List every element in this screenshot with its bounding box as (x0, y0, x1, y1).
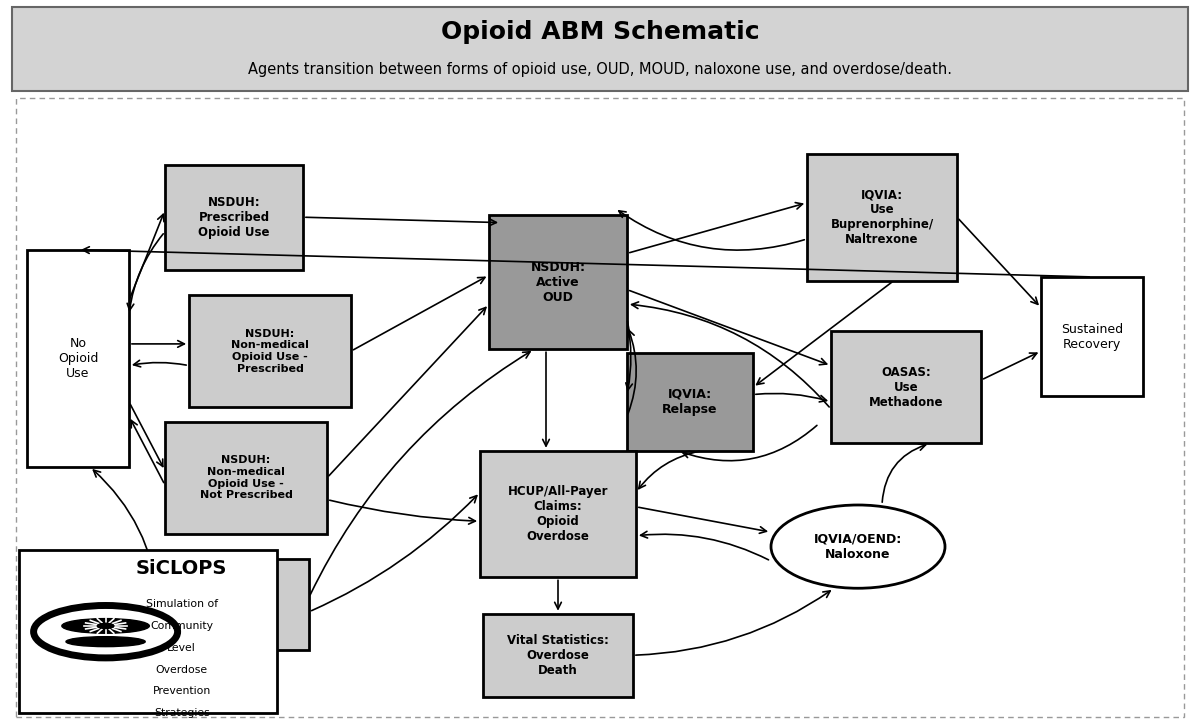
FancyBboxPatch shape (628, 353, 754, 450)
Ellipse shape (62, 618, 149, 634)
Text: Agents transition between forms of opioid use, OUD, MOUD, naloxone use, and over: Agents transition between forms of opioi… (248, 62, 952, 77)
Text: HCUP/All-Payer
Claims:
Opioid
Overdose: HCUP/All-Payer Claims: Opioid Overdose (508, 485, 608, 543)
FancyBboxPatch shape (480, 450, 636, 578)
Text: NSDUH:
Non-medical
Opioid Use -
Not Prescribed: NSDUH: Non-medical Opioid Use - Not Pres… (199, 455, 293, 500)
FancyBboxPatch shape (19, 550, 277, 713)
Text: NSDUH:
Active
OUD: NSDUH: Active OUD (530, 261, 586, 304)
FancyBboxPatch shape (1042, 277, 1142, 397)
Text: Strategies: Strategies (154, 708, 210, 718)
FancyBboxPatch shape (830, 332, 982, 443)
Text: Vital Statistics:
Overdose
Death: Vital Statistics: Overdose Death (508, 634, 608, 677)
Ellipse shape (66, 636, 145, 647)
Text: NSDUH:
Heroin Use: NSDUH: Heroin Use (198, 591, 270, 618)
Text: Simulation of: Simulation of (145, 599, 218, 610)
Text: NSDUH:
Prescribed
Opioid Use: NSDUH: Prescribed Opioid Use (198, 195, 270, 239)
Text: Opioid ABM Schematic: Opioid ABM Schematic (440, 20, 760, 44)
FancyBboxPatch shape (490, 216, 628, 350)
FancyBboxPatch shape (164, 421, 326, 534)
Text: IQVIA/OEND:
Naloxone: IQVIA/OEND: Naloxone (814, 533, 902, 560)
FancyBboxPatch shape (484, 614, 634, 696)
Text: Overdose: Overdose (156, 665, 208, 675)
Text: Level: Level (167, 643, 196, 653)
Text: Community: Community (150, 621, 214, 631)
Text: No
Opioid
Use: No Opioid Use (58, 337, 98, 380)
FancyBboxPatch shape (166, 165, 302, 270)
Ellipse shape (96, 623, 115, 629)
FancyBboxPatch shape (808, 154, 958, 281)
Text: NSDUH:
Non-medical
Opioid Use -
Prescribed: NSDUH: Non-medical Opioid Use - Prescrib… (232, 329, 308, 374)
Text: Prevention: Prevention (152, 686, 211, 696)
Ellipse shape (34, 605, 178, 658)
Ellipse shape (772, 505, 946, 588)
Text: IQVIA:
Relapse: IQVIA: Relapse (662, 388, 718, 416)
Text: Sustained
Recovery: Sustained Recovery (1061, 323, 1123, 350)
FancyBboxPatch shape (12, 7, 1188, 90)
Text: SiCLOPS: SiCLOPS (136, 559, 228, 578)
Text: OASAS:
Use
Methadone: OASAS: Use Methadone (869, 366, 943, 409)
Text: IQVIA:
Use
Buprenorphine/
Naltrexone: IQVIA: Use Buprenorphine/ Naltrexone (830, 188, 934, 246)
FancyBboxPatch shape (190, 295, 352, 407)
FancyBboxPatch shape (158, 559, 310, 650)
Ellipse shape (58, 617, 154, 635)
FancyBboxPatch shape (28, 250, 130, 467)
